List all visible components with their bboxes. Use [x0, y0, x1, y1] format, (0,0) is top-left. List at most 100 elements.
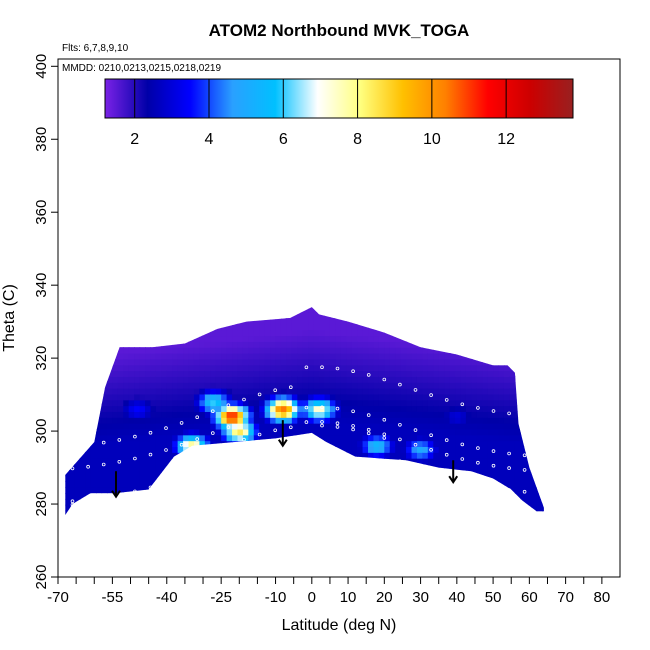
- heatmap-cell: [514, 399, 521, 407]
- heatmap-cell: [438, 434, 445, 442]
- heatmap-cell: [395, 475, 402, 483]
- heatmap-cell: [161, 295, 167, 301]
- heatmap-cell: [226, 370, 233, 377]
- heatmap-cell: [547, 312, 553, 318]
- heatmap-cell: [123, 329, 130, 337]
- heatmap-cell: [542, 481, 544, 488]
- heatmap-cell: [384, 388, 391, 395]
- heatmap-cell: [172, 463, 179, 471]
- heatmap-cell: [155, 458, 162, 465]
- heatmap-cell: [438, 469, 445, 477]
- heatmap-cell: [167, 300, 173, 306]
- heatmap-cell: [237, 353, 244, 360]
- heatmap-cell: [117, 487, 124, 494]
- heatmap-cell: [123, 393, 130, 401]
- heatmap-cell: [536, 411, 543, 418]
- heatmap-cell: [210, 335, 217, 342]
- heatmap-cell: [308, 382, 315, 389]
- heatmap-cell: [547, 464, 553, 470]
- heatmap-cell: [166, 370, 173, 377]
- heatmap-cell: [525, 423, 532, 430]
- heatmap-cell: [150, 312, 157, 319]
- heatmap-cell: [188, 323, 195, 331]
- heatmap-cell: [221, 498, 228, 506]
- heatmap-cell: [221, 388, 228, 395]
- heatmap-cell: [465, 370, 472, 377]
- heatmap-cell: [536, 463, 543, 471]
- heatmap-cell: [373, 498, 380, 506]
- heatmap-cell: [90, 510, 97, 515]
- heatmap-cell: [291, 370, 298, 377]
- sample-point: [101, 499, 106, 503]
- heatmap-cell: [368, 323, 375, 331]
- heatmap-cell: [503, 341, 511, 348]
- heatmap-cell: [134, 516, 140, 522]
- heatmap-cell: [329, 487, 336, 494]
- heatmap-cell: [232, 329, 239, 337]
- heatmap-cell: [237, 493, 244, 500]
- heatmap-cell: [416, 475, 423, 483]
- heatmap-cell: [351, 329, 358, 337]
- sample-point: [133, 493, 137, 497]
- heatmap-cell: [215, 405, 222, 412]
- heatmap-cell: [166, 323, 173, 331]
- heatmap-cell: [514, 411, 521, 418]
- heatmap-cell: [106, 493, 113, 500]
- heatmap-cell: [406, 469, 413, 477]
- heatmap-cell: [460, 393, 467, 401]
- heatmap-cell: [411, 382, 418, 389]
- heatmap-cell: [542, 458, 544, 465]
- heatmap-cell: [58, 336, 64, 342]
- heatmap-cell: [455, 487, 462, 494]
- heatmap-cell: [291, 446, 298, 453]
- heatmap-cell: [145, 493, 152, 500]
- heatmap-cell: [112, 417, 119, 424]
- heatmap-cell: [498, 417, 505, 424]
- heatmap-cell: [90, 475, 97, 483]
- heatmap-cell: [525, 510, 532, 515]
- heatmap-cell: [536, 312, 543, 319]
- heatmap-cell: [177, 312, 184, 319]
- heatmap-cell: [340, 487, 347, 494]
- sample-point: [86, 442, 90, 447]
- heatmap-cell: [177, 498, 184, 506]
- heatmap-cell: [542, 516, 548, 522]
- heatmap-cell: [503, 335, 511, 342]
- heatmap-cell: [112, 428, 119, 436]
- heatmap-cell: [482, 312, 489, 319]
- heatmap-cell: [378, 358, 385, 366]
- heatmap-cell: [406, 318, 413, 325]
- heatmap-cell: [150, 458, 157, 465]
- heatmap-cell: [428, 516, 434, 522]
- heatmap-cell: [526, 300, 532, 306]
- heatmap-cell: [515, 295, 521, 301]
- heatmap-cell: [373, 323, 380, 331]
- heatmap-cell: [123, 341, 130, 348]
- heatmap-cell: [400, 382, 407, 389]
- heatmap-cell: [166, 411, 173, 418]
- heatmap-cell: [498, 382, 505, 389]
- heatmap-cell: [346, 335, 353, 342]
- heatmap-cell: [406, 358, 413, 366]
- heatmap-cell: [123, 498, 130, 506]
- heatmap-cell: [482, 341, 489, 348]
- heatmap-cell: [455, 370, 462, 377]
- heatmap-cell: [302, 434, 309, 442]
- heatmap-cell: [259, 493, 266, 500]
- heatmap-cell: [340, 335, 347, 342]
- heatmap-cell: [193, 493, 201, 500]
- heatmap-cell: [161, 516, 167, 522]
- sample-point: [522, 468, 527, 472]
- heatmap-cell: [324, 463, 331, 471]
- heatmap-cell: [493, 504, 500, 512]
- heatmap-cell: [346, 388, 353, 395]
- heatmap-cell: [498, 341, 505, 348]
- heatmap-cell: [487, 481, 494, 488]
- heatmap-cell: [444, 393, 451, 401]
- heatmap-cell: [308, 307, 315, 313]
- heatmap-cell: [406, 458, 413, 465]
- sample-point: [211, 431, 215, 435]
- heatmap-cell: [346, 458, 353, 465]
- heatmap-cell: [357, 423, 364, 430]
- heatmap-cell: [63, 300, 69, 306]
